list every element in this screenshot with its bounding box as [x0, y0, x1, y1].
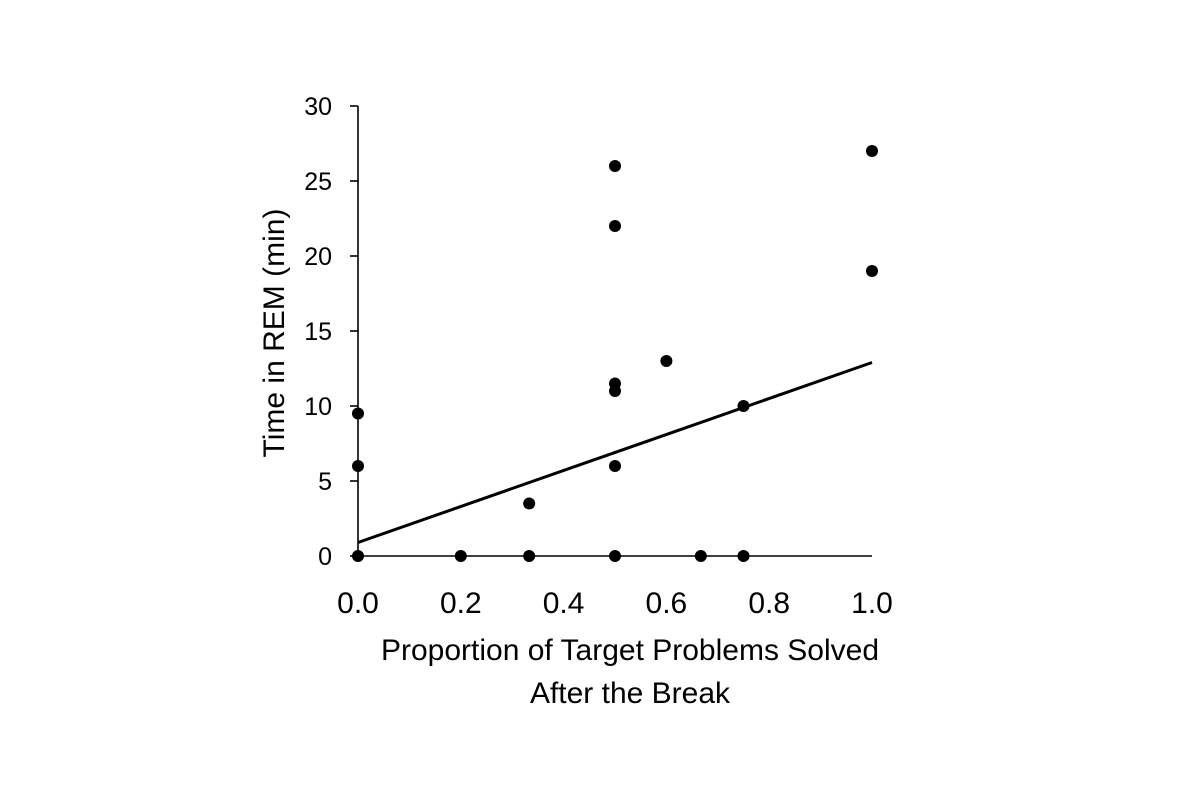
data-point — [523, 497, 536, 510]
trendline-layer — [357, 361, 873, 544]
data-point — [454, 550, 467, 562]
y-tick-label: 15 — [304, 318, 332, 346]
data-point — [866, 145, 878, 157]
data-point — [352, 460, 364, 472]
x-tick-label: 1.0 — [851, 587, 893, 620]
y-tick-label: 0 — [318, 543, 332, 571]
x-tick-label: 0.6 — [646, 587, 688, 620]
data-point — [609, 550, 621, 562]
x-axis-title-line: After the Break — [530, 677, 731, 710]
data-point — [660, 355, 673, 367]
data-point — [352, 407, 364, 420]
data-point — [609, 160, 621, 172]
points-layer — [352, 145, 878, 562]
y-tick-label: 10 — [304, 393, 332, 421]
data-point — [694, 550, 707, 562]
x-tick-label: 0.2 — [440, 587, 482, 620]
data-point — [352, 550, 364, 562]
data-point — [523, 550, 536, 562]
data-point — [737, 400, 750, 412]
data-point — [609, 220, 621, 232]
x-tick-label: 0.0 — [337, 587, 379, 620]
trendline — [357, 361, 873, 544]
y-tick-label: 30 — [304, 93, 332, 121]
y-tick-label: 25 — [304, 168, 332, 196]
labels-layer: 0 5 10 15 20 25 30 0.0 0.2 0.4 0.6 0.8 1.0 Time in RE… — [258, 93, 893, 710]
data-point — [737, 550, 750, 562]
data-point — [609, 460, 621, 472]
x-tick-label: 0.8 — [748, 587, 790, 620]
axes — [350, 105, 872, 557]
y-tick-label: 20 — [304, 243, 332, 271]
x-tick-label: 0.4 — [543, 587, 585, 620]
y-axis-title: Time in REM (min) — [258, 209, 291, 458]
data-point — [866, 265, 878, 277]
y-tick-label: 5 — [318, 468, 332, 496]
data-point — [609, 385, 621, 397]
x-axis-title-line: Proportion of Target Problems Solved — [381, 634, 879, 667]
